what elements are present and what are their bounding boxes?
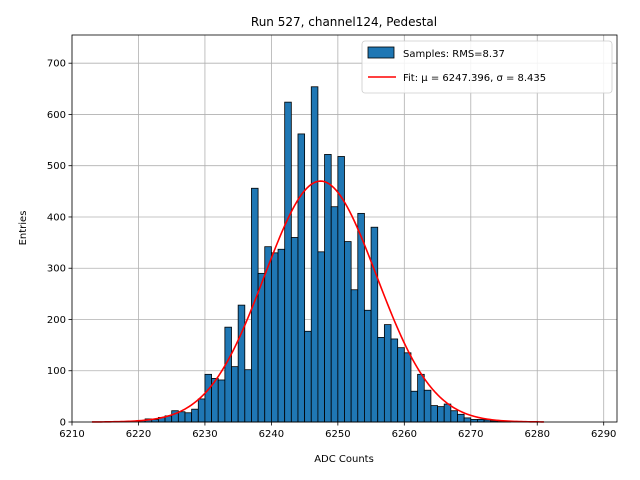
x-tick-label: 6210	[59, 429, 84, 440]
y-tick-label: 0	[60, 418, 66, 429]
histogram-bar	[324, 154, 332, 423]
y-tick-label: 200	[47, 315, 66, 326]
histogram-bar	[204, 373, 212, 423]
legend-box	[361, 40, 613, 94]
y-tick-label: 700	[47, 59, 66, 70]
histogram-bar	[224, 326, 232, 423]
histogram-bar	[430, 405, 438, 423]
histogram-bars	[138, 86, 512, 423]
histogram-bar	[257, 272, 266, 423]
histogram-bar	[390, 338, 399, 423]
histogram-bar	[403, 352, 412, 423]
x-tick-label: 6290	[591, 429, 616, 440]
fit-curve	[91, 180, 544, 423]
legend-histogram-label: Samples: RMS=8.37	[403, 49, 505, 60]
histogram-bar	[270, 252, 279, 423]
x-tick-label: 6270	[458, 429, 483, 440]
histogram-bar	[184, 412, 193, 423]
histogram-bar	[417, 373, 425, 423]
histogram-bar	[344, 241, 352, 423]
histogram-bar	[217, 379, 226, 423]
histogram-bar	[197, 398, 206, 423]
histogram-bar	[357, 212, 365, 423]
x-tick-label: 6280	[525, 429, 550, 440]
histogram-bar	[397, 347, 405, 423]
legend: Samples: RMS=8.37 Fit: μ = 6247.396, σ =…	[361, 40, 613, 94]
histogram-bar	[443, 403, 452, 423]
histogram-bar	[317, 251, 325, 423]
x-tick-label: 6260	[392, 429, 417, 440]
histogram-bar	[423, 389, 432, 423]
chart-title: Run 527, channel124, Pedestal	[251, 15, 437, 29]
histogram-bar	[457, 413, 465, 423]
histogram-bar	[277, 248, 286, 423]
y-axis-label: Entries	[18, 211, 29, 246]
histogram-bar	[330, 206, 339, 423]
histogram-bar	[410, 390, 419, 423]
histogram-bar	[231, 366, 239, 423]
y-tick-label: 500	[47, 161, 66, 172]
histogram-bar	[191, 408, 199, 423]
y-tick-label: 100	[47, 366, 66, 377]
axes-frame	[71, 34, 618, 423]
y-tick-label: 600	[47, 110, 66, 121]
y-tick-label: 400	[47, 212, 66, 223]
histogram-bar	[304, 330, 312, 423]
histogram-bar	[350, 289, 359, 423]
x-tick-label: 6240	[259, 429, 284, 440]
x-tick-label: 6220	[126, 429, 151, 440]
x-tick-label: 6230	[192, 429, 217, 440]
histogram-bar	[364, 309, 372, 423]
histogram-bar	[370, 226, 379, 423]
legend-fit-label: Fit: μ = 6247.396, σ = 8.435	[403, 73, 546, 84]
legend-histogram-swatch	[367, 46, 395, 59]
x-tick-label: 6250	[325, 429, 350, 440]
histogram-bar	[237, 304, 246, 423]
histogram-bar	[244, 369, 252, 423]
histogram-bar	[310, 86, 319, 423]
x-axis-label: ADC Counts	[314, 454, 374, 465]
histogram-bar	[297, 133, 306, 423]
histogram-bar	[463, 417, 472, 423]
histogram-bar	[177, 411, 186, 423]
histogram-bar	[284, 101, 292, 423]
y-axis-ticks: 0 100 200 300 400 500 600 700	[47, 59, 72, 429]
histogram-bar	[383, 324, 392, 423]
histogram-bar	[437, 406, 445, 423]
histogram-bar	[450, 410, 458, 423]
histogram-bar	[377, 337, 385, 423]
x-axis-ticks: 6210 6220 6230 6240 6250 6260 6270 6280 6290	[59, 422, 616, 440]
histogram-bar	[290, 237, 299, 423]
y-tick-label: 300	[47, 264, 66, 275]
